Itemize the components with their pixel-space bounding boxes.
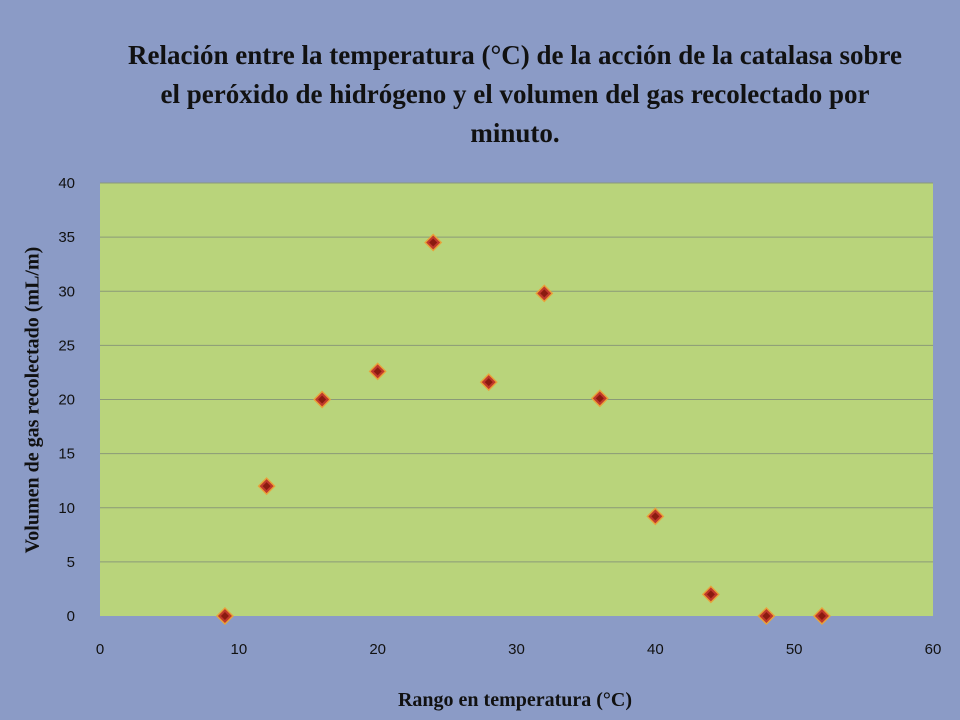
y-tick-label: 0 [67, 608, 75, 625]
data-point [424, 233, 443, 252]
diamond-marker-center [595, 394, 604, 403]
data-points [215, 233, 831, 625]
data-point [757, 607, 776, 625]
x-tick-label: 0 [96, 641, 104, 658]
y-axis-ticks: 0 5 10 15 20 25 30 35 40 [58, 175, 75, 625]
data-point [368, 362, 387, 381]
diamond-marker-center [706, 590, 715, 599]
data-point [257, 477, 276, 496]
y-axis-title: Volumen de gas recolectado (mL/m) [21, 246, 44, 554]
diamond-marker-center [262, 482, 271, 491]
diamond-marker-center [817, 612, 826, 620]
y-tick-label: 5 [67, 554, 75, 571]
y-tick-label: 15 [58, 446, 75, 463]
x-tick-label: 60 [925, 641, 942, 658]
x-tick-label: 10 [230, 641, 247, 658]
data-point [313, 390, 332, 409]
diamond-marker-center [429, 238, 438, 247]
diamond-marker-center [373, 367, 382, 376]
data-point [590, 389, 609, 408]
diamond-marker-center [651, 512, 660, 521]
x-axis-ticks: 0 10 20 30 40 50 60 [96, 641, 942, 658]
data-point [479, 373, 498, 392]
gridlines [100, 182, 933, 563]
data-point [535, 284, 554, 303]
y-tick-label: 25 [58, 337, 75, 354]
x-tick-label: 40 [647, 641, 664, 658]
diamond-marker-center [220, 612, 229, 620]
data-point [701, 585, 720, 604]
y-tick-label: 10 [58, 500, 75, 517]
y-tick-label: 35 [58, 229, 75, 246]
x-tick-label: 20 [369, 641, 386, 658]
data-point [812, 607, 831, 625]
y-tick-label: 20 [58, 392, 75, 409]
diamond-marker-center [762, 612, 771, 620]
y-tick-label: 30 [58, 283, 75, 300]
diamond-marker-center [540, 289, 549, 298]
y-tick-label: 40 [58, 175, 75, 192]
x-axis-title: Rango en temperatura (°C) [397, 689, 633, 711]
x-tick-label: 50 [786, 641, 803, 658]
data-point [215, 607, 234, 625]
x-tick-label: 30 [508, 641, 525, 658]
diamond-marker-center [318, 395, 327, 404]
data-point [646, 507, 665, 526]
chart-title: Relación entre la temperatura (°C) de la… [128, 40, 902, 148]
diamond-marker-center [484, 378, 493, 387]
